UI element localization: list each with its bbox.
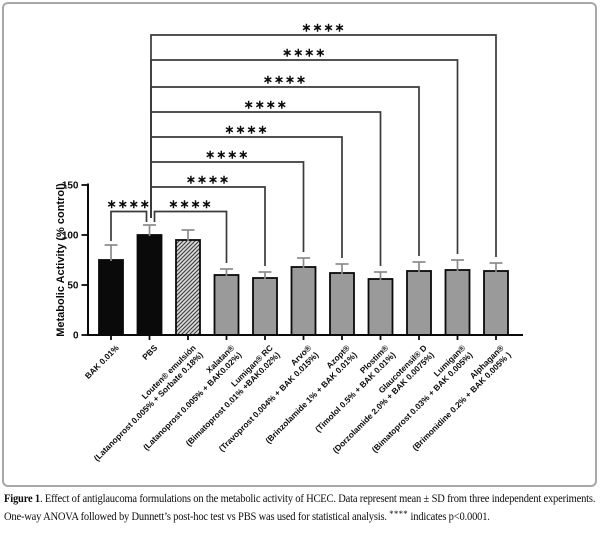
significance-stars: ∗∗∗∗ xyxy=(224,123,268,137)
significance-bracket xyxy=(153,210,228,263)
bar xyxy=(136,234,163,336)
bar xyxy=(252,277,278,336)
bar xyxy=(367,278,394,336)
bar xyxy=(98,259,124,336)
y-tick-label: 50 xyxy=(67,281,79,292)
significance-stars: ∗∗∗∗ xyxy=(244,98,288,112)
caption-text-1: . Effect of antiglaucoma formulations on… xyxy=(39,493,596,505)
caption-line-2: One-way ANOVA followed by Dunnett’s post… xyxy=(4,508,600,526)
caption-text-3: indicates p<0.0001. xyxy=(408,510,490,523)
y-tick-label: 150 xyxy=(62,181,79,192)
significance-stars: ∗∗∗∗ xyxy=(301,21,345,35)
y-axis-title: Metabolic Activity (% control) xyxy=(55,183,67,337)
significance-bracket xyxy=(150,34,497,257)
significance-stars: ∗∗∗∗ xyxy=(282,46,326,60)
figure-caption: Figure 1. Effect of antiglaucoma formula… xyxy=(4,492,600,526)
significance-stars: ∗∗∗∗ xyxy=(168,197,212,211)
y-tick-label: 100 xyxy=(62,231,79,242)
caption-line-1: Figure 1. Effect of antiglaucoma formula… xyxy=(4,492,600,508)
bar xyxy=(406,270,432,336)
axes-group xyxy=(81,183,523,340)
significance-stars: ∗∗∗∗ xyxy=(263,73,307,87)
bar xyxy=(213,274,240,336)
bar xyxy=(444,269,471,336)
error-bars-group xyxy=(104,224,503,280)
caption-significance-stars: **** xyxy=(389,508,409,519)
caption-text-2: One-way ANOVA followed by Dunnett’s post… xyxy=(4,510,390,523)
significance-group: ∗∗∗∗ ∗∗∗∗ ∗∗∗∗ ∗∗∗∗ ∗∗∗∗ ∗∗∗∗ ∗∗∗∗ ∗∗∗∗ ∗∗∗∗ xyxy=(107,21,497,266)
x-tick-label: PBS xyxy=(140,342,159,361)
bar xyxy=(290,266,317,336)
significance-stars: ∗∗∗∗ xyxy=(205,148,249,162)
chart-border-box xyxy=(2,2,597,487)
significance-stars: ∗∗∗∗ xyxy=(186,173,230,187)
bar xyxy=(329,272,355,336)
significance-stars: ∗∗∗∗ xyxy=(107,197,151,211)
x-tick-label: BAK 0.01% xyxy=(83,342,121,380)
y-tick-label: 0 xyxy=(73,331,79,342)
bar xyxy=(175,239,201,336)
significance-bracket xyxy=(110,210,148,241)
caption-figure-label: Figure 1 xyxy=(4,493,40,505)
bar xyxy=(483,270,509,336)
